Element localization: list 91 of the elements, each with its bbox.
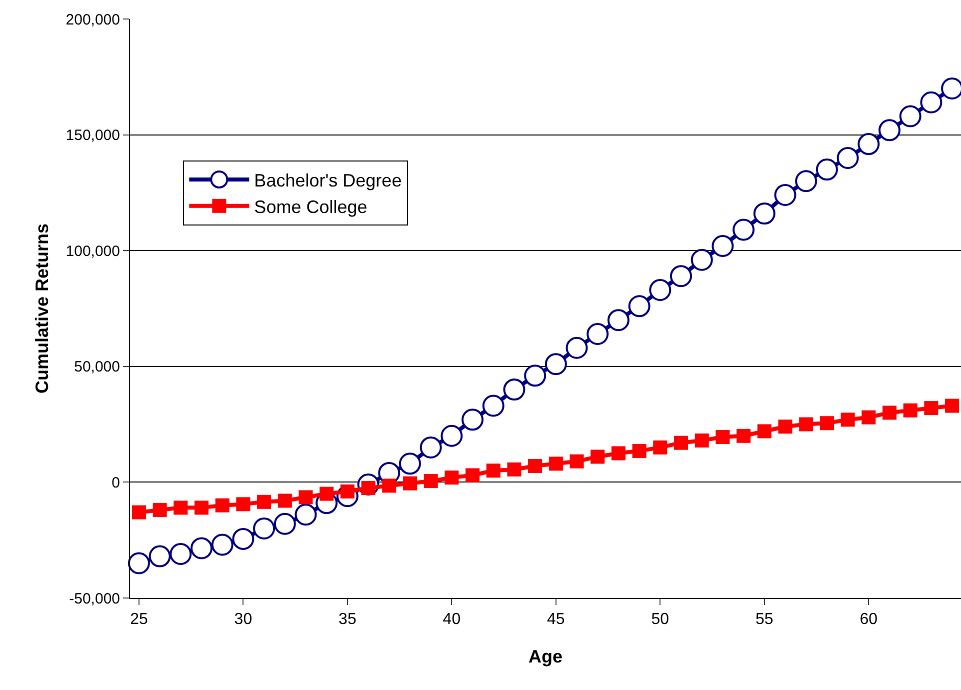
x-tick-label: 40 bbox=[442, 611, 461, 628]
point bbox=[670, 265, 692, 288]
point bbox=[232, 528, 254, 550]
point bbox=[778, 420, 792, 434]
point bbox=[858, 133, 880, 156]
point bbox=[320, 486, 334, 501]
point bbox=[820, 416, 834, 430]
x-tick-label: 60 bbox=[860, 611, 878, 628]
point bbox=[607, 309, 630, 332]
point bbox=[795, 170, 818, 192]
point bbox=[152, 502, 167, 517]
point bbox=[294, 504, 317, 526]
point bbox=[590, 450, 605, 464]
point bbox=[732, 218, 755, 241]
point bbox=[402, 476, 417, 490]
point bbox=[878, 119, 900, 142]
x-tick-label: 45 bbox=[547, 611, 565, 628]
point bbox=[611, 446, 626, 460]
point bbox=[524, 364, 546, 387]
x-tick-label: 25 bbox=[130, 611, 148, 628]
point bbox=[482, 394, 504, 417]
point bbox=[444, 470, 459, 485]
point bbox=[148, 545, 171, 568]
point bbox=[694, 434, 709, 448]
point bbox=[128, 552, 150, 574]
point bbox=[253, 518, 276, 540]
point bbox=[257, 494, 272, 509]
x-tick-label: 55 bbox=[756, 611, 774, 628]
point bbox=[211, 534, 234, 556]
point bbox=[816, 158, 838, 181]
point bbox=[424, 474, 438, 488]
x-tick-label: 50 bbox=[651, 611, 670, 628]
point bbox=[528, 458, 542, 473]
legend-label: Some College bbox=[254, 196, 368, 217]
point bbox=[736, 428, 751, 443]
y-tick-label: -50,000 bbox=[69, 590, 120, 608]
point bbox=[799, 417, 814, 432]
point bbox=[924, 401, 938, 416]
point bbox=[278, 494, 292, 508]
point bbox=[298, 490, 313, 504]
point bbox=[462, 408, 484, 431]
point bbox=[753, 202, 776, 225]
y-tick-label: 150,000 bbox=[66, 127, 120, 144]
y-tick-label: 100,000 bbox=[66, 242, 120, 260]
point bbox=[712, 234, 734, 257]
point bbox=[420, 436, 442, 458]
point bbox=[586, 322, 609, 345]
y-tick-label: 50,000 bbox=[74, 358, 120, 376]
point bbox=[945, 398, 960, 413]
y-axis-title: Cumulative Returns bbox=[32, 223, 52, 394]
point bbox=[653, 440, 668, 454]
x-tick-label: 35 bbox=[338, 611, 356, 628]
point bbox=[174, 500, 188, 515]
point bbox=[862, 410, 876, 424]
point bbox=[440, 424, 463, 447]
point bbox=[382, 478, 396, 493]
x-axis-title: Age bbox=[528, 646, 563, 666]
point bbox=[628, 295, 650, 318]
legend-label: Bachelor's Degree bbox=[254, 170, 402, 190]
x-tick-label: 30 bbox=[234, 611, 252, 628]
point bbox=[836, 146, 859, 169]
point bbox=[649, 278, 672, 301]
point bbox=[399, 452, 421, 475]
point bbox=[566, 336, 588, 359]
point bbox=[170, 543, 192, 565]
point bbox=[716, 430, 730, 444]
point bbox=[236, 497, 250, 512]
point bbox=[899, 105, 922, 128]
point bbox=[632, 444, 646, 458]
point bbox=[757, 424, 772, 438]
point bbox=[215, 498, 230, 512]
point bbox=[274, 512, 296, 535]
point bbox=[840, 412, 855, 427]
point bbox=[774, 184, 796, 206]
point bbox=[570, 454, 584, 468]
point bbox=[544, 353, 567, 376]
point bbox=[674, 436, 688, 450]
y-tick-label: 200,000 bbox=[66, 11, 120, 28]
y-tick-label: 0 bbox=[112, 474, 120, 492]
point bbox=[190, 537, 213, 560]
point bbox=[548, 456, 563, 471]
point bbox=[466, 468, 480, 482]
point bbox=[920, 91, 942, 114]
point bbox=[507, 462, 522, 476]
point bbox=[194, 500, 209, 515]
point bbox=[503, 378, 526, 401]
point bbox=[690, 248, 713, 271]
point bbox=[486, 464, 500, 478]
point bbox=[903, 403, 918, 418]
point bbox=[132, 505, 146, 520]
point bbox=[882, 406, 896, 420]
